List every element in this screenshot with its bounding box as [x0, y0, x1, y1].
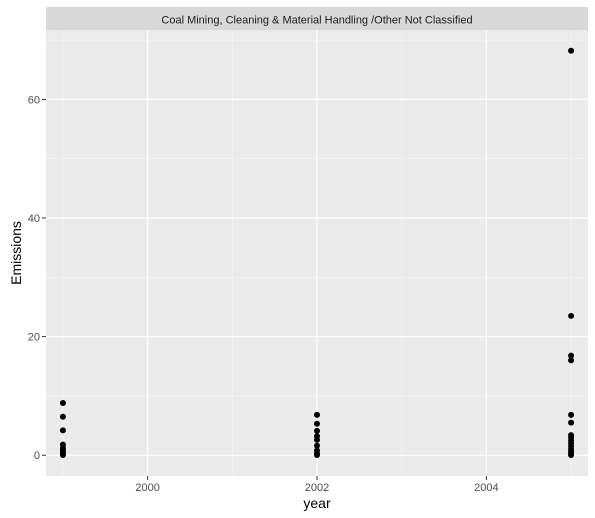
y-tick-label: 60: [28, 94, 40, 106]
data-point: [59, 400, 66, 407]
data-point: [314, 411, 320, 418]
y-axis-title: Emissions: [8, 221, 24, 285]
data-points: [59, 47, 575, 458]
data-point: [59, 413, 66, 420]
data-point: [568, 357, 575, 364]
data-point: [314, 451, 320, 458]
data-point: [568, 411, 575, 418]
y-tick-label: 40: [28, 213, 40, 225]
y-tick-label: 20: [28, 332, 40, 344]
y-axis: 0 20 40 60: [28, 94, 46, 462]
facet-title: Coal Mining, Cleaning & Material Handlin…: [161, 15, 472, 27]
data-point: [568, 352, 575, 359]
x-tick-label: 2000: [135, 482, 159, 494]
data-point: [568, 47, 575, 54]
data-point: [568, 451, 575, 458]
data-point: [568, 312, 575, 319]
data-point: [59, 427, 66, 434]
data-point: [314, 420, 320, 427]
x-tick-label: 2002: [305, 482, 329, 494]
facet-strip: [46, 7, 588, 30]
data-point: [314, 442, 320, 449]
x-axis-title: year: [303, 495, 331, 511]
data-point: [314, 427, 320, 434]
x-axis: 2000 2002 2004: [135, 476, 499, 494]
data-point: [568, 419, 575, 426]
y-tick-label: 0: [34, 450, 40, 462]
data-point: [59, 451, 66, 458]
data-point: [314, 436, 320, 443]
x-tick-label: 2004: [474, 482, 498, 494]
